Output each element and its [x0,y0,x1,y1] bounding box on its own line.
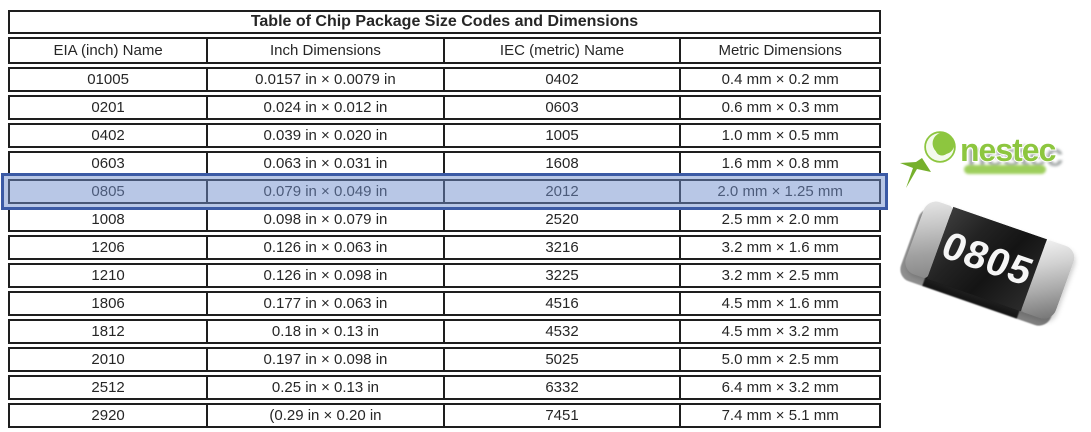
logo-leaf-icon [900,158,931,188]
table-row: 2920 (0.29 in × 0.20 in 7451 7.4 mm × 5.1 m… [8,403,881,428]
table-cell: 5025 [442,347,680,372]
table-row: 1812 0.18 in × 0.13 in 4532 4.5 mm × 3.2 mm [8,319,881,344]
table-cell: 6332 [442,375,680,400]
table-cell: 2.0 mm × 1.25 mm [679,179,881,204]
col-header-inch-dimensions: Inch Dimensions [206,37,443,64]
table-cell: 0.177 in × 0.063 in [206,291,443,316]
table-cell: 5.0 mm × 2.5 mm [679,347,881,372]
table-cell: 4516 [442,291,680,316]
table-cell: 4.5 mm × 1.6 mm [679,291,881,316]
table-cell: 3216 [442,235,680,260]
table-cell: 0402 [8,123,207,148]
table-cell: 1005 [442,123,680,148]
logo-tagline-bar [964,165,1046,174]
table-cell: 1210 [8,263,207,288]
table-cell: 0.063 in × 0.031 in [206,151,443,176]
table-cell: 0.6 mm × 0.3 mm [679,95,881,120]
table-cell: 6.4 mm × 3.2 mm [679,375,881,400]
logo-text: nestec [960,132,1056,168]
table-cell: 2512 [8,375,207,400]
table-cell: 0.197 in × 0.098 in [206,347,443,372]
table-row: 0201 0.024 in × 0.012 in 0603 0.6 mm × 0.3 … [8,95,881,120]
vendor-logo: nestec nestec [900,128,1064,188]
table-cell: 0805 [8,179,207,204]
table-row: 1206 0.126 in × 0.063 in 3216 3.2 mm × 1.6 … [8,235,881,260]
table-cell: 0402 [442,67,680,92]
table-cell: 0201 [8,95,207,120]
table-cell: 0.0157 in × 0.0079 in [206,67,443,92]
table-cell: 4.5 mm × 3.2 mm [679,319,881,344]
logo-swirl-icon [921,128,959,166]
smd-resistor-photo: 0805 [885,192,1091,392]
table-row: 0805 0.079 in × 0.049 in 2012 2.0 mm × 1.25… [8,179,881,204]
table-cell: 1608 [442,151,680,176]
table-row: 0603 0.063 in × 0.031 in 1608 1.6 mm × 0.8 … [8,151,881,176]
table-cell: 0.25 in × 0.13 in [206,375,443,400]
table-cell: 0.4 mm × 0.2 mm [679,67,881,92]
table-row: 1806 0.177 in × 0.063 in 4516 4.5 mm × 1.6 … [8,291,881,316]
col-header-eia-name: EIA (inch) Name [8,37,207,64]
table-cell: 2010 [8,347,207,372]
table-cell: 0.098 in × 0.079 in [206,207,443,232]
table-row: 1008 0.098 in × 0.079 in 2520 2.5 mm × 2.0 … [8,207,881,232]
table-body: 01005 0.0157 in × 0.0079 in 0402 0.4 mm × 0… [8,67,881,428]
table-cell: 2.5 mm × 2.0 mm [679,207,881,232]
table-row: 01005 0.0157 in × 0.0079 in 0402 0.4 mm × 0… [8,67,881,92]
table-cell: 1812 [8,319,207,344]
table-cell: 1008 [8,207,207,232]
table-cell: 0603 [442,95,680,120]
table-cell: 1206 [8,235,207,260]
table-cell: 2920 [8,403,207,428]
table-row: 0402 0.039 in × 0.020 in 1005 1.0 mm × 0.5 … [8,123,881,148]
table-row: 2010 0.197 in × 0.098 in 5025 5.0 mm × 2.5 … [8,347,881,372]
table-cell: 3225 [442,263,680,288]
table-cell: 7451 [442,403,680,428]
col-header-metric-dimensions: Metric Dimensions [679,37,881,64]
table-row: 1210 0.126 in × 0.098 in 3225 3.2 mm × 2.5 … [8,263,881,288]
table-title: Table of Chip Package Size Codes and Dim… [8,10,881,34]
table-cell: 3.2 mm × 1.6 mm [679,235,881,260]
table-cell: 1.6 mm × 0.8 mm [679,151,881,176]
table-cell: 3.2 mm × 2.5 mm [679,263,881,288]
table-cell: 0.18 in × 0.13 in [206,319,443,344]
table-cell: 1806 [8,291,207,316]
table-cell: 0.126 in × 0.098 in [206,263,443,288]
table-cell: 2520 [442,207,680,232]
table-cell: 0.126 in × 0.063 in [206,235,443,260]
table-cell: 4532 [442,319,680,344]
resistor-size-label: 0805 [934,223,1040,294]
table-cell: 0.039 in × 0.020 in [206,123,443,148]
table-row: 2512 0.25 in × 0.13 in 6332 6.4 mm × 3.2 mm [8,375,881,400]
table-cell: 2012 [442,179,680,204]
chip-package-size-table: Table of Chip Package Size Codes and Dim… [8,7,881,431]
table-cell: 0603 [8,151,207,176]
col-header-iec-name: IEC (metric) Name [442,37,680,64]
table-cell: 0.024 in × 0.012 in [206,95,443,120]
table-cell: 1.0 mm × 0.5 mm [679,123,881,148]
table-title-row: Table of Chip Package Size Codes and Dim… [8,10,881,34]
table-cell: 0.079 in × 0.049 in [206,179,443,204]
table-cell: 01005 [8,67,207,92]
table-cell: 7.4 mm × 5.1 mm [679,403,881,428]
table-cell: (0.29 in × 0.20 in [206,403,443,428]
table-header-row: EIA (inch) Name Inch Dimensions IEC (met… [8,37,881,64]
